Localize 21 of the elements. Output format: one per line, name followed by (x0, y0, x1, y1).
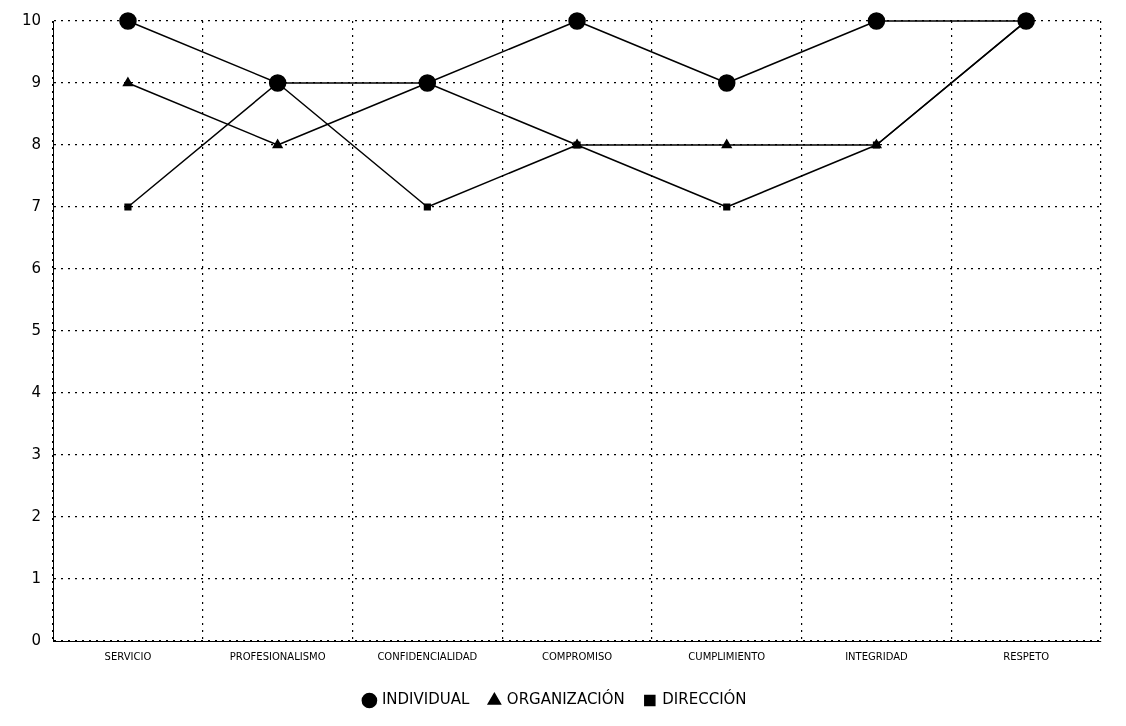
y-tick-label: 10 (21, 10, 42, 29)
y-tick-label: 8 (31, 134, 42, 153)
y-tick-label: 6 (31, 258, 42, 277)
x-tick-label: INTEGRIDAD (845, 650, 909, 662)
legend-label: ORGANIZACIÓN (506, 689, 625, 709)
y-tick-label: 0 (31, 630, 42, 649)
legend-label: DIRECCIÓN (662, 689, 747, 709)
x-tick-label: SERVICIO (104, 650, 152, 662)
x-tick-label: COMPROMISO (541, 650, 613, 662)
legend-label: INDIVIDUAL (381, 690, 470, 709)
y-tick-label: 9 (31, 72, 42, 91)
x-tick-label: CUMPLIMIENTO (688, 650, 766, 662)
y-tick-label: 5 (31, 320, 42, 339)
x-tick-label: RESPETO (1003, 650, 1050, 662)
x-tick-label: PROFESIONALISMO (229, 650, 326, 662)
y-tick-label: 1 (31, 568, 42, 587)
x-tick-label: CONFIDENCIALIDAD (377, 650, 478, 662)
y-tick-label: 4 (31, 382, 42, 401)
y-tick-label: 2 (31, 506, 42, 525)
y-tick-label: 7 (31, 196, 42, 215)
y-tick-label: 3 (31, 444, 42, 463)
